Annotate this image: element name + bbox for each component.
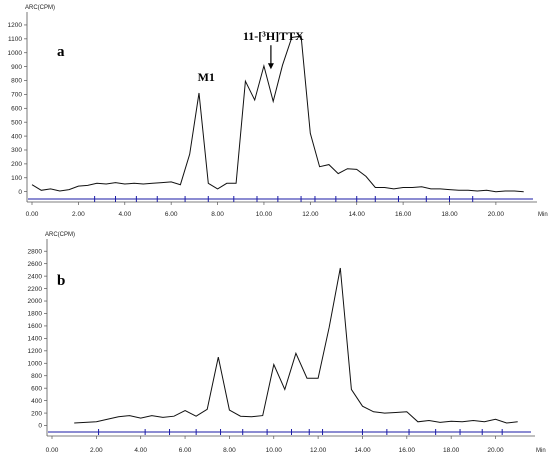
x-tick-label: 18.00 [443,447,460,454]
x-tick-label: 12.00 [302,211,319,218]
x-tick-label: 16.00 [399,447,416,454]
y-tick-label: 200 [31,410,42,417]
y-tick-label: 1800 [28,311,43,318]
x-axis-unit-label: Min [536,448,546,454]
annotation-label-m1: M1 [198,70,215,84]
x-tick-label: 2.00 [90,447,103,454]
y-tick-label: 600 [31,385,42,392]
panel-letter: a [57,44,65,60]
y-tick-label: 800 [31,373,42,380]
x-tick-label: 10.00 [256,211,273,218]
y-tick-label: 600 [11,106,22,113]
x-tick-label: 10.00 [266,447,283,454]
chromatogram-panel-b: ARC(CPM) Min 0 200 400 600 800 1000 1200 1400 1600… [28,232,546,454]
panel-letter: b [57,273,65,289]
y-tick-label: 2000 [28,298,43,305]
x-tick-label: 20.00 [488,211,505,218]
x-tick-label: 0.00 [26,211,39,218]
x-tick-label: 2.00 [72,211,85,218]
radioactivity-trace [31,35,524,193]
x-tick-label: 14.00 [349,211,366,218]
chromatogram-panel-a: ARC(CPM) Min 0 100 200 300 400 500 600 700 800 900 1… [8,5,548,218]
y-tick-label: 1200 [28,348,43,355]
x-axis-unit-label: Min [538,212,548,218]
y-tick-label: 1100 [8,36,22,43]
x-tick-label: 0.00 [46,447,59,454]
y-axis-unit-label: ARC(CPM) [45,232,75,238]
y-tick-label: 100 [11,175,22,182]
x-tick-label: 8.00 [223,447,236,454]
y-tick-label: 1000 [28,360,43,367]
annotation-label-ttx: 11-[³H]TTX [243,29,304,43]
y-tick-label: 700 [11,92,22,99]
y-tick-label: 0 [18,189,22,196]
y-axis-unit-label: ARC(CPM) [25,5,55,11]
radioactivity-trace [74,267,518,424]
x-tick-label: 6.00 [165,211,178,218]
y-tick-label: 400 [31,398,42,405]
y-tick-label: 900 [11,64,22,71]
y-tick-label: 1400 [28,336,43,343]
y-tick-label: 0 [38,423,42,430]
x-tick-label: 20.00 [487,447,504,454]
x-tick-label: 4.00 [118,211,131,218]
annotation-arrow-head [267,63,274,70]
x-tick-label: 14.00 [354,447,371,454]
y-tick-label: 300 [11,147,22,154]
y-tick-label: 2200 [28,286,43,293]
y-tick-label: 200 [11,161,22,168]
y-tick-label: 2400 [28,273,43,280]
y-tick-label: 500 [11,119,22,126]
x-tick-label: 8.00 [211,211,224,218]
y-tick-label: 2600 [28,261,43,268]
x-tick-label: 18.00 [441,211,458,218]
x-tick-label: 6.00 [179,447,192,454]
y-tick-label: 400 [11,133,22,140]
y-tick-label: 1600 [28,323,43,330]
x-tick-label: 4.00 [134,447,147,454]
x-tick-label: 12.00 [310,447,327,454]
y-tick-label: 1200 [8,22,23,29]
y-tick-label: 1000 [8,50,23,57]
y-tick-label: 2800 [28,248,43,255]
x-tick-label: 16.00 [395,211,412,218]
y-tick-label: 800 [11,78,22,85]
